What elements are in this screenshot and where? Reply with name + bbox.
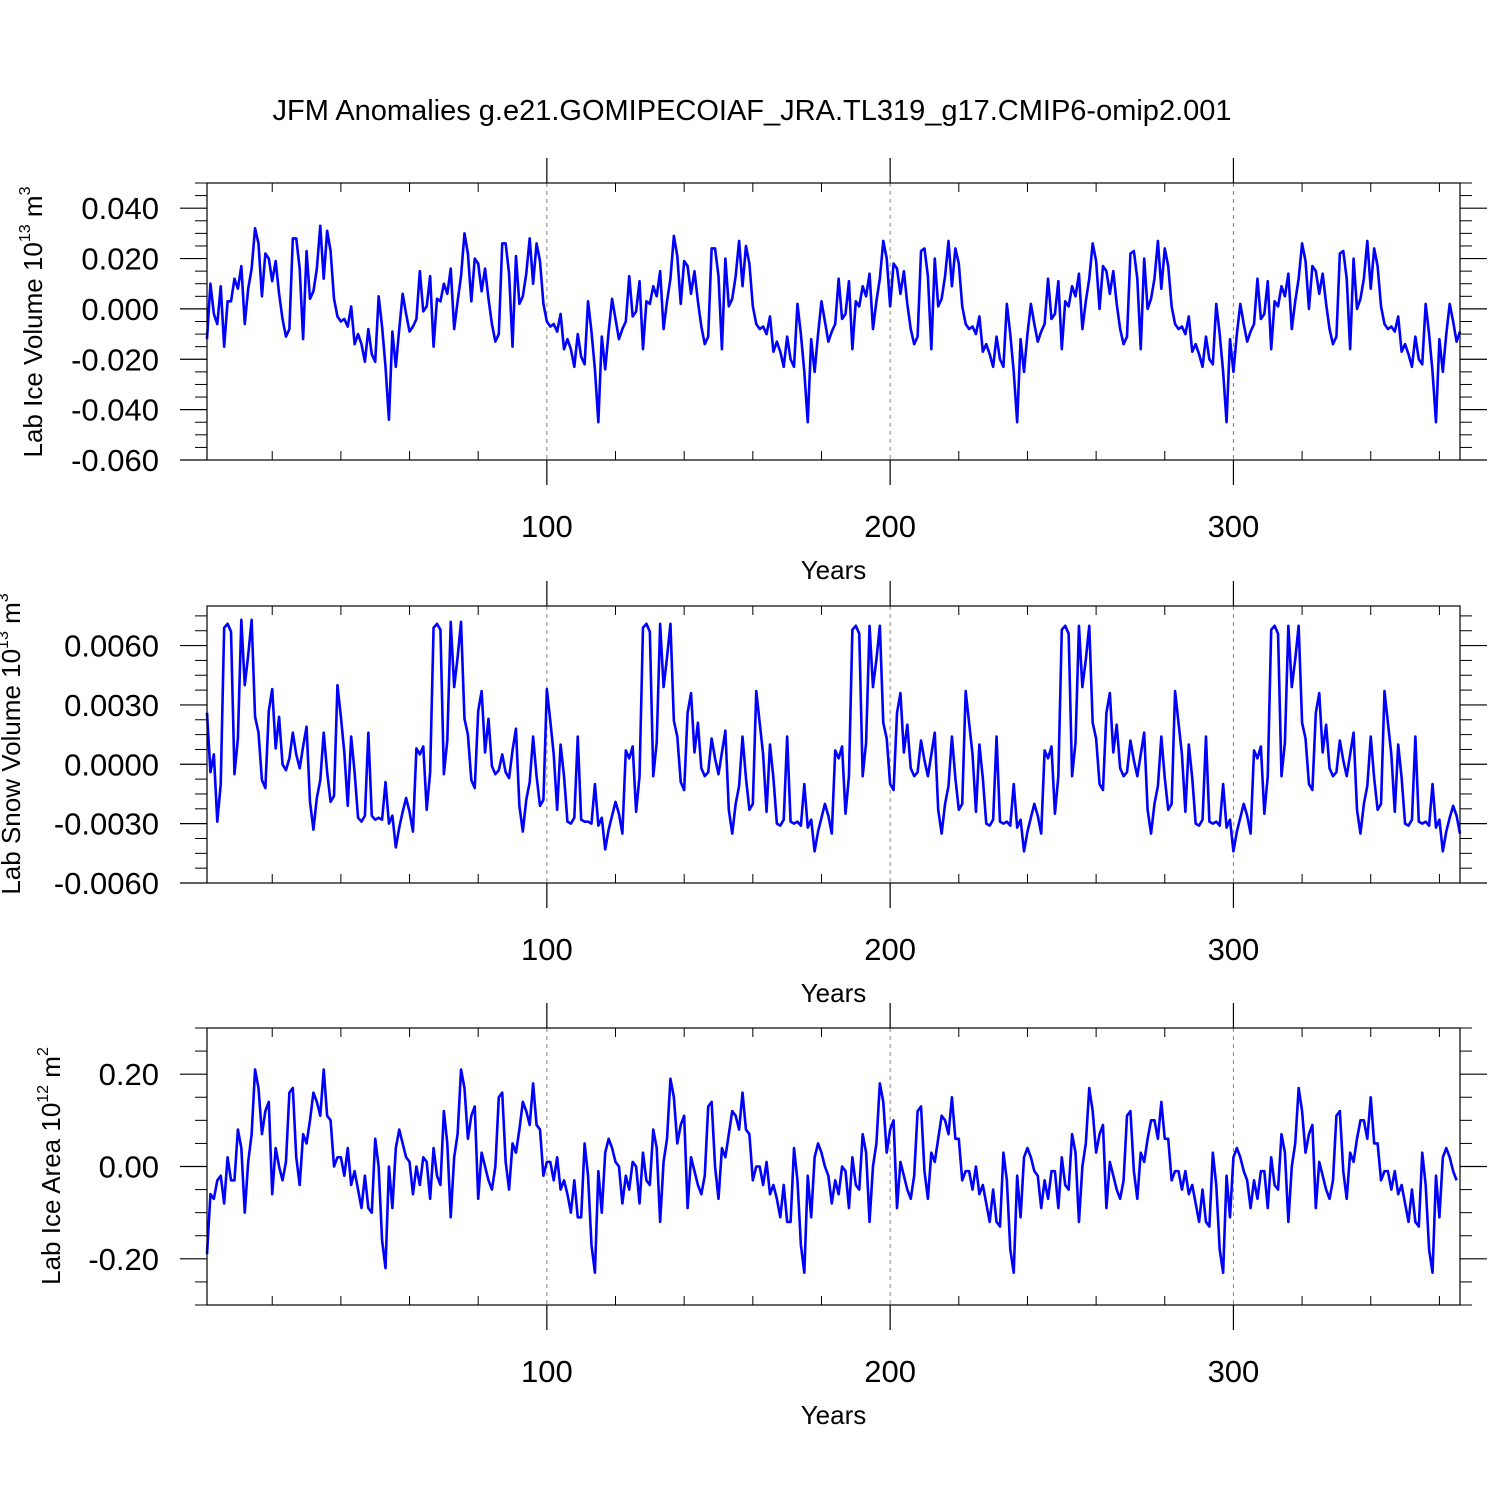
x-axis-label: Years <box>801 1400 867 1430</box>
y-tick-label: -0.0030 <box>54 807 159 842</box>
y-axis-label-unit: m <box>0 602 26 631</box>
y-axis-label-unit-exponent: 3 <box>17 186 34 195</box>
y-tick-label: -0.040 <box>71 393 159 428</box>
y-axis-label-unit: m <box>18 195 48 224</box>
x-tick-label: 100 <box>521 1354 573 1389</box>
y-tick-label: 0.20 <box>99 1057 159 1092</box>
y-axis-label-text: Lab Ice Area 10 <box>36 1103 66 1285</box>
x-tick-label: 200 <box>864 509 916 544</box>
plot-frame <box>206 605 1461 884</box>
x-tick-label: 100 <box>521 932 573 967</box>
y-axis-label: Lab Ice Volume 1013 m3 <box>17 186 48 457</box>
x-axis-label: Years <box>801 555 867 585</box>
y-tick-label: -0.0060 <box>54 866 159 901</box>
series-line <box>205 618 1462 853</box>
y-tick-label: -0.020 <box>71 342 159 377</box>
y-axis-label-unit-exponent: 2 <box>35 1047 52 1056</box>
y-tick-label: 0.040 <box>81 191 159 226</box>
y-axis-label-unit: m <box>36 1056 66 1085</box>
y-axis-label-exponent: 13 <box>0 631 12 649</box>
y-axis-label-text: Lab Snow Volume 10 <box>0 649 26 895</box>
y-tick-label: 0.0000 <box>64 747 159 782</box>
x-tick-label: 300 <box>1208 1354 1260 1389</box>
series-line <box>205 1068 1458 1274</box>
y-axis-label: Lab Snow Volume 1013 m3 <box>0 593 26 894</box>
y-axis-label-exponent: 12 <box>35 1085 52 1103</box>
panel-3: 100 200 300 -0.20 0.00 0.20 Years Lab Ice Area … <box>35 1003 1487 1430</box>
y-tick-label: -0.20 <box>88 1242 159 1277</box>
plot-frame <box>206 1027 1461 1306</box>
panel-1: 100 200 300 -0.060 -0.040 -0.020 0.000 0.020 0.0… <box>17 158 1487 585</box>
y-tick-label: 0.0030 <box>64 688 159 723</box>
y-tick-label: -0.060 <box>71 443 159 478</box>
x-tick-label: 200 <box>864 1354 916 1389</box>
panel-2: 100 200 300 -0.0060 -0.0030 0.0000 0.0030 0.006… <box>0 581 1487 1008</box>
figure-title: JFM Anomalies g.e21.GOMIPECOIAF_JRA.TL31… <box>272 95 1231 127</box>
x-axis-label: Years <box>801 978 867 1008</box>
y-tick-label: 0.0060 <box>64 629 159 664</box>
y-tick-label: 0.020 <box>81 242 159 277</box>
plot-frame <box>206 182 1461 461</box>
x-tick-label: 200 <box>864 932 916 967</box>
y-axis-label: Lab Ice Area 1012 m2 <box>35 1047 66 1285</box>
y-tick-label: 0.00 <box>99 1150 159 1185</box>
y-axis-label-text: Lab Ice Volume 10 <box>18 242 48 457</box>
x-tick-label: 100 <box>521 509 573 544</box>
y-axis-label-exponent: 13 <box>17 224 34 242</box>
series-line <box>205 224 1462 424</box>
panels: 100 200 300 -0.060 -0.040 -0.020 0.000 0.020 0.0… <box>0 158 1487 1430</box>
x-tick-label: 300 <box>1208 509 1260 544</box>
x-tick-label: 300 <box>1208 932 1260 967</box>
y-tick-label: 0.000 <box>81 292 159 327</box>
y-axis-label-unit-exponent: 3 <box>0 593 12 602</box>
